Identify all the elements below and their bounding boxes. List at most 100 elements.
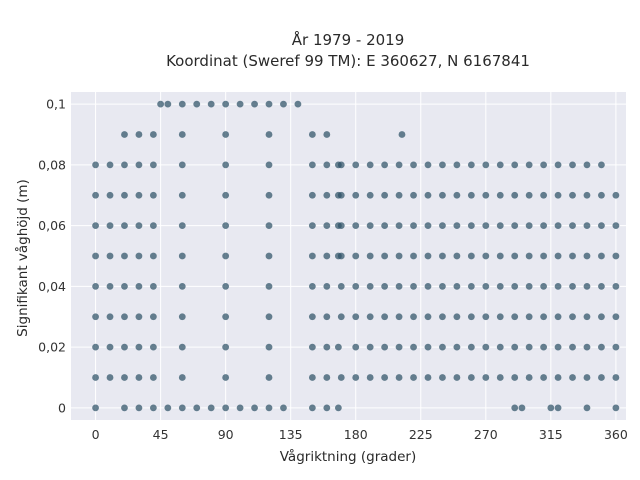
data-point bbox=[178, 404, 186, 412]
data-point bbox=[121, 374, 128, 381]
data-point bbox=[121, 343, 128, 351]
data-point bbox=[540, 313, 548, 321]
data-point bbox=[540, 343, 548, 351]
data-point bbox=[439, 222, 446, 230]
data-point bbox=[424, 282, 432, 290]
y-tick-label: 0,08 bbox=[38, 157, 66, 172]
chart-title: År 1979 - 2019 bbox=[292, 30, 405, 49]
data-point bbox=[424, 161, 432, 169]
data-point bbox=[540, 252, 548, 260]
data-point bbox=[323, 313, 331, 321]
data-point bbox=[482, 282, 490, 290]
x-tick-label: 135 bbox=[279, 427, 303, 442]
data-point bbox=[482, 313, 490, 321]
data-point bbox=[583, 191, 591, 199]
data-point bbox=[424, 343, 432, 351]
data-point bbox=[612, 313, 620, 321]
data-point bbox=[612, 222, 620, 230]
data-point bbox=[453, 343, 461, 351]
data-point bbox=[222, 313, 230, 321]
data-point bbox=[323, 343, 331, 351]
data-point bbox=[554, 374, 562, 381]
data-point bbox=[308, 282, 316, 290]
data-point bbox=[265, 313, 273, 321]
data-point bbox=[598, 313, 605, 321]
data-point bbox=[453, 282, 461, 290]
data-point bbox=[381, 313, 389, 321]
data-point bbox=[511, 374, 519, 381]
data-point bbox=[467, 313, 475, 321]
data-point bbox=[135, 343, 143, 351]
data-point bbox=[381, 161, 389, 169]
data-point bbox=[525, 252, 533, 260]
data-point bbox=[598, 374, 605, 381]
data-point bbox=[178, 131, 186, 138]
y-tick-label: 0,02 bbox=[38, 340, 66, 355]
data-point bbox=[178, 222, 186, 230]
data-point bbox=[381, 282, 389, 290]
data-point bbox=[207, 100, 215, 108]
data-point bbox=[439, 161, 446, 169]
data-point bbox=[337, 222, 345, 230]
x-tick-label: 45 bbox=[153, 427, 169, 442]
data-point bbox=[612, 282, 620, 290]
data-point bbox=[193, 404, 201, 412]
data-point bbox=[482, 374, 490, 381]
data-point bbox=[598, 161, 605, 169]
data-point bbox=[121, 222, 128, 230]
data-point bbox=[251, 404, 258, 412]
data-point bbox=[540, 222, 548, 230]
data-point bbox=[366, 343, 374, 351]
data-point bbox=[92, 313, 99, 321]
data-point bbox=[612, 191, 620, 199]
x-axis-label: Vågriktning (grader) bbox=[280, 448, 417, 465]
data-point bbox=[569, 191, 576, 199]
data-point bbox=[598, 191, 605, 199]
data-point bbox=[135, 282, 143, 290]
data-point bbox=[366, 313, 374, 321]
data-point bbox=[352, 222, 360, 230]
data-point bbox=[410, 313, 417, 321]
data-point bbox=[92, 282, 99, 290]
data-point bbox=[366, 282, 374, 290]
data-point bbox=[511, 222, 519, 230]
data-point bbox=[106, 252, 114, 260]
data-point bbox=[135, 252, 143, 260]
data-point bbox=[410, 222, 417, 230]
data-point bbox=[265, 343, 273, 351]
data-point bbox=[569, 161, 576, 169]
data-point bbox=[540, 282, 548, 290]
data-point bbox=[395, 161, 403, 169]
data-point bbox=[222, 343, 230, 351]
data-point bbox=[178, 161, 186, 169]
data-point bbox=[308, 374, 316, 381]
data-point bbox=[395, 222, 403, 230]
data-point bbox=[583, 282, 591, 290]
data-point bbox=[92, 404, 99, 412]
data-point bbox=[410, 161, 417, 169]
data-point bbox=[583, 222, 591, 230]
x-tick-labels: 0 45 90 135 180 225 270 315 360 bbox=[92, 427, 628, 442]
data-point bbox=[337, 252, 345, 260]
data-point bbox=[178, 191, 186, 199]
data-point bbox=[439, 374, 446, 381]
data-point bbox=[424, 191, 432, 199]
y-tick-labels: 0 0,02 0,04 0,06 0,08 0,1 bbox=[38, 97, 66, 416]
data-point bbox=[323, 404, 331, 412]
y-tick-label: 0,06 bbox=[38, 218, 66, 233]
data-point bbox=[149, 161, 157, 169]
data-point bbox=[352, 161, 360, 169]
data-point bbox=[265, 191, 273, 199]
plot-area bbox=[71, 92, 626, 420]
data-point bbox=[149, 252, 157, 260]
data-point bbox=[511, 313, 519, 321]
data-point bbox=[251, 100, 258, 108]
chart-subtitle: Koordinat (Sweref 99 TM): E 360627, N 61… bbox=[166, 52, 530, 70]
data-point bbox=[569, 252, 576, 260]
y-axis-label: Signifikant våghöjd (m) bbox=[14, 179, 31, 337]
data-point bbox=[612, 343, 620, 351]
data-point bbox=[395, 191, 403, 199]
data-point bbox=[352, 313, 360, 321]
data-point bbox=[106, 191, 114, 199]
data-point bbox=[308, 161, 316, 169]
